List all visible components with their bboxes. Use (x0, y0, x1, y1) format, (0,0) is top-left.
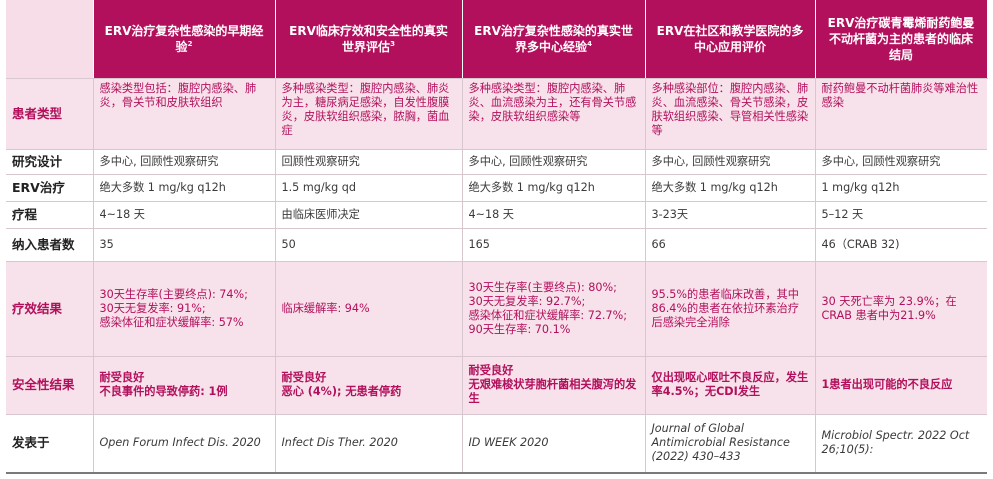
table-bottom-rule (6, 472, 987, 474)
cell: 耐受良好 恶心 (4%); 无患者停药 (275, 356, 463, 415)
cell: 5–12 天 (815, 201, 987, 229)
header-study-2: ERV临床疗效和安全性的真实世界评估3 (275, 0, 463, 79)
cell: 1 mg/kg q12h (815, 174, 987, 202)
cell: 1.5 mg/kg qd (275, 174, 463, 202)
cell: 35 (93, 228, 276, 262)
row-published: 发表于 Open Forum Infect Dis. 2020 Infect D… (6, 414, 987, 473)
cell: 30天生存率(主要终点): 74%; 30天无复发率: 91%; 感染体征和症状… (93, 261, 276, 357)
row-efficacy: 疗效结果 30天生存率(主要终点): 74%; 30天无复发率: 91%; 感染… (6, 261, 987, 357)
cell: 46（CRAB 32) (815, 228, 987, 262)
cell: 3-23天 (645, 201, 816, 229)
cell: 4~18 天 (93, 201, 276, 229)
header-study-3: ERV治疗复杂性感染的真实世界多中心经验4 (462, 0, 646, 79)
row-label: 纳入患者数 (6, 228, 94, 262)
cell-line: 30天生存率(主要终点): 74%; (99, 287, 248, 301)
cell-line: 90天生存率: 70.1% (468, 322, 571, 336)
row-label: 研究设计 (6, 149, 94, 175)
cell: 30 天死亡率为 23.9%；在 CRAB 患者中为21.9% (815, 261, 987, 357)
row-design: 研究设计 多中心, 回顾性观察研究 回顾性观察研究 多中心, 回顾性观察研究 多… (6, 149, 987, 175)
row-label: 疗效结果 (6, 261, 94, 357)
cell: 多中心, 回顾性观察研究 (645, 149, 816, 175)
row-safety: 安全性结果 耐受良好 不良事件的导致停药: 1例 耐受良好 恶心 (4%); 无… (6, 356, 987, 415)
cell: ID WEEK 2020 (462, 414, 646, 473)
cell-line: 30天生存率(主要终点): 80%; (468, 280, 617, 294)
cell-line: 恶心 (4%); 无患者停药 (281, 385, 402, 398)
header-corner (6, 0, 94, 79)
cell-line: 30天无复发率: 91%; (99, 301, 206, 315)
cell: 多中心, 回顾性观察研究 (462, 149, 646, 175)
cell: 1患者出现可能的不良反应 (815, 356, 987, 415)
cell: 多种感染类型：腹腔内感染、肺炎为主，糖尿病足感染，自发性腹膜炎，皮肤软组织感染，… (275, 78, 463, 150)
header-study-4: ERV在社区和教学医院的多中心应用评价 (645, 0, 816, 79)
cell-line: 感染体征和症状缓解率: 72.7%; (468, 308, 628, 322)
cell-line: 耐受良好 (99, 371, 145, 384)
row-label: 疗程 (6, 201, 94, 229)
cell: 耐受良好 无艰难梭状芽胞杆菌相关腹泻的发生 (462, 356, 646, 415)
cell: 50 (275, 228, 463, 262)
cell-line: 30天无复发率: 92.7%; (468, 294, 586, 308)
row-label: ERV治疗 (6, 174, 94, 202)
cell: Microbiol Spectr. 2022 Oct 26;10(5): (815, 414, 987, 473)
cell-line: 不良事件的导致停药: 1例 (99, 385, 228, 398)
cell-line: 感染体征和症状缓解率: 57% (99, 315, 244, 329)
cell: 仅出现呕心呕吐不良反应，发生率4.5%；无CDI发生 (645, 356, 816, 415)
cell-line: 耐受良好 (281, 371, 327, 384)
row-enrolled: 纳入患者数 35 50 165 66 46（CRAB 32) (6, 228, 987, 262)
row-erv: ERV治疗 绝大多数 1 mg/kg q12h 1.5 mg/kg qd 绝大多… (6, 174, 987, 202)
cell: 临床缓解率: 94% (275, 261, 463, 357)
cell: 30天生存率(主要终点): 80%; 30天无复发率: 92.7%; 感染体征和… (462, 261, 646, 357)
header-study-5: ERV治疗碳青霉烯耐药鲍曼不动杆菌为主的患者的临床结局 (815, 0, 988, 79)
cell: 绝大多数 1 mg/kg q12h (462, 174, 646, 202)
cell: 耐受良好 不良事件的导致停药: 1例 (93, 356, 276, 415)
cell: 95.5%的患者临床改善，其中86.4%的患者在依拉环素治疗后感染完全消除 (645, 261, 816, 357)
cell: 耐药鲍曼不动杆菌肺炎等难治性感染 (815, 78, 987, 150)
cell: 66 (645, 228, 816, 262)
row-label: 患者类型 (6, 78, 94, 150)
cell: 多种感染类型：腹腔内感染、肺炎、血流感染为主，还有骨关节感染，皮肤软组织感染等 (462, 78, 646, 150)
cell: 由临床医师决定 (275, 201, 463, 229)
cell-line: 无艰难梭状芽胞杆菌相关腹泻的发生 (468, 378, 637, 405)
header-row: ERV治疗复杂性感染的早期经验2 ERV临床疗效和安全性的真实世界评估3 ERV… (6, 0, 988, 79)
cell: 多种感染部位：腹腔内感染、肺炎、血流感染、骨关节感染，皮肤软组织感染、导管相关性… (645, 78, 816, 150)
row-label: 发表于 (6, 414, 94, 473)
row-course: 疗程 4~18 天 由临床医师决定 4~18 天 3-23天 5–12 天 (6, 201, 987, 229)
cell: 多中心, 回顾性观察研究 (93, 149, 276, 175)
cell: Infect Dis Ther. 2020 (275, 414, 463, 473)
cell: 165 (462, 228, 646, 262)
cell: Open Forum Infect Dis. 2020 (93, 414, 276, 473)
row-patient-type: 患者类型 感染类型包括：腹腔内感染、肺炎，骨关节和皮肤软组织 多种感染类型：腹腔… (6, 78, 987, 150)
cell: 绝大多数 1 mg/kg q12h (93, 174, 276, 202)
cell: 感染类型包括：腹腔内感染、肺炎，骨关节和皮肤软组织 (93, 78, 276, 150)
cell: 回顾性观察研究 (275, 149, 463, 175)
cell: Journal of Global Antimicrobial Resistan… (645, 414, 816, 473)
cell: 多中心, 回顾性观察研究 (815, 149, 987, 175)
row-label: 安全性结果 (6, 356, 94, 415)
header-study-1: ERV治疗复杂性感染的早期经验2 (93, 0, 276, 79)
cell: 绝大多数 1 mg/kg q12h (645, 174, 816, 202)
cell: 4~18 天 (462, 201, 646, 229)
comparison-table: ERV治疗复杂性感染的早期经验2 ERV临床疗效和安全性的真实世界评估3 ERV… (6, 0, 988, 473)
cell-line: 耐受良好 (468, 364, 514, 377)
